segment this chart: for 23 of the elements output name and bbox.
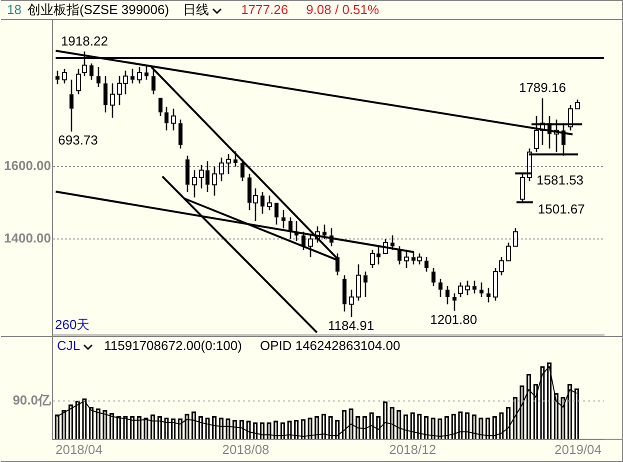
text: 9.08 / 0.51% (306, 2, 380, 17)
annotation: 1201.80 (430, 312, 478, 327)
x-tick-label: 2018/04 (55, 442, 102, 457)
text: 日线 (183, 2, 210, 17)
annotation: 693.73 (58, 132, 98, 148)
text: 1777.26 (241, 2, 288, 17)
x-tick-label: 2018/12 (389, 442, 436, 457)
annotation: 1918.22 (60, 34, 108, 48)
chart-title: 创业板指(SZSE 399006) (27, 2, 170, 17)
annotation: 1581.53 (536, 172, 584, 188)
annotation: 1501.67 (538, 201, 585, 216)
text: 11591708672.00(0:100) (104, 338, 242, 353)
x-tick-label: 2018/08 (222, 442, 270, 457)
ref-line-label: 90.0亿 (12, 392, 52, 408)
annotation: 260天 (55, 316, 90, 334)
y-tick-label: 1600.00 (4, 158, 51, 174)
y-tick-label: 1400.00 (4, 230, 51, 246)
annotation: 1789.16 (518, 80, 566, 96)
text: OPID 146242863104.00 (260, 338, 400, 353)
chart-title: CJL (57, 338, 80, 353)
annotation: 1184.91 (328, 318, 374, 334)
x-tick-label: 2019/04 (554, 442, 602, 457)
text: 18 (7, 2, 22, 17)
